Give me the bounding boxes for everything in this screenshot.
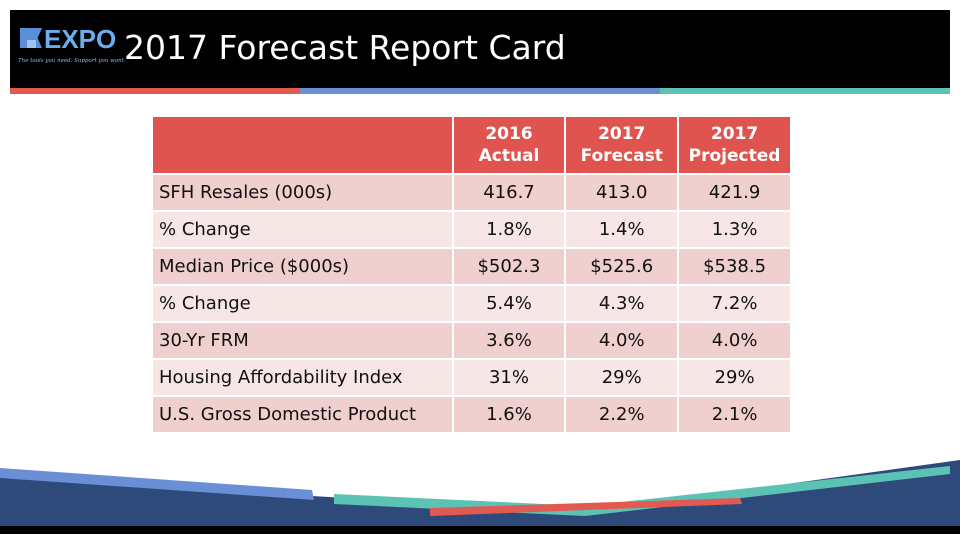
row-label: % Change	[151, 210, 454, 249]
row-label: SFH Resales (000s)	[151, 173, 454, 212]
table-row: % Change 5.4% 4.3% 7.2%	[151, 284, 792, 323]
cell-2016-actual: 416.7	[451, 173, 567, 212]
column-header-year: 2017	[710, 124, 759, 144]
slide-title: 2017 Forecast Report Card	[124, 28, 566, 67]
cell-2017-forecast: $525.6	[564, 247, 680, 286]
column-header-2016-actual: 2016 Actual	[451, 115, 567, 175]
bottom-black-bar	[0, 526, 960, 534]
column-header-type: Projected	[688, 146, 781, 166]
row-label: Housing Affordability Index	[151, 358, 454, 397]
cell-2016-actual: 1.8%	[451, 210, 567, 249]
row-label: Median Price ($000s)	[151, 247, 454, 286]
column-header-year: 2017	[598, 124, 646, 144]
column-header-2017-projected: 2017 Projected	[677, 115, 792, 175]
expo-logo: EXPO The tools you need. Support you wan…	[18, 22, 126, 74]
accent-stripe-red	[10, 88, 300, 94]
table-row: % Change 1.8% 1.4% 1.3%	[151, 210, 792, 249]
column-header-type: Forecast	[580, 146, 663, 166]
header-blank-cell	[151, 115, 454, 175]
cell-2016-actual: $502.3	[451, 247, 567, 286]
red-ribbon	[430, 498, 742, 516]
forecast-table: 2016 Actual 2017 Forecast 2017 Projected…	[151, 115, 792, 434]
cell-2016-actual: 1.6%	[451, 395, 567, 434]
logo-tagline: The tools you need. Support you want.	[18, 58, 126, 64]
table-header-row: 2016 Actual 2017 Forecast 2017 Projected	[151, 115, 792, 175]
cell-2016-actual: 5.4%	[451, 284, 567, 323]
cell-2017-forecast: 1.4%	[564, 210, 680, 249]
flag-icon	[20, 28, 42, 48]
table-row: 30-Yr FRM 3.6% 4.0% 4.0%	[151, 321, 792, 360]
cell-2016-actual: 31%	[451, 358, 567, 397]
column-header-2017-forecast: 2017 Forecast	[564, 115, 680, 175]
cell-2017-forecast: 2.2%	[564, 395, 680, 434]
table-row: Median Price ($000s) $502.3 $525.6 $538.…	[151, 247, 792, 286]
row-label: % Change	[151, 284, 454, 323]
title-bar: EXPO The tools you need. Support you wan…	[10, 10, 950, 88]
cell-2017-projected: 421.9	[677, 173, 792, 212]
row-label: U.S. Gross Domestic Product	[151, 395, 454, 434]
cell-2017-forecast: 413.0	[564, 173, 680, 212]
column-header-type: Actual	[478, 146, 540, 166]
cell-2017-projected: 4.0%	[677, 321, 792, 360]
teal-ribbon	[334, 466, 950, 516]
table-row: SFH Resales (000s) 416.7 413.0 421.9	[151, 173, 792, 212]
cell-2017-forecast: 29%	[564, 358, 680, 397]
cell-2017-projected: 1.3%	[677, 210, 792, 249]
cell-2017-projected: 29%	[677, 358, 792, 397]
column-header-year: 2016	[485, 124, 533, 144]
table-row: Housing Affordability Index 31% 29% 29%	[151, 358, 792, 397]
blue-ribbon	[0, 468, 314, 500]
cell-2016-actual: 3.6%	[451, 321, 567, 360]
table-row: U.S. Gross Domestic Product 1.6% 2.2% 2.…	[151, 395, 792, 434]
accent-stripe-teal	[660, 88, 950, 94]
bottom-decoration	[0, 460, 960, 534]
navy-band	[0, 460, 960, 532]
accent-stripe-blue	[300, 88, 660, 94]
row-label: 30-Yr FRM	[151, 321, 454, 360]
cell-2017-forecast: 4.0%	[564, 321, 680, 360]
cell-2017-projected: 2.1%	[677, 395, 792, 434]
cell-2017-projected: 7.2%	[677, 284, 792, 323]
cell-2017-forecast: 4.3%	[564, 284, 680, 323]
logo-wordmark: EXPO	[44, 24, 117, 54]
cell-2017-projected: $538.5	[677, 247, 792, 286]
